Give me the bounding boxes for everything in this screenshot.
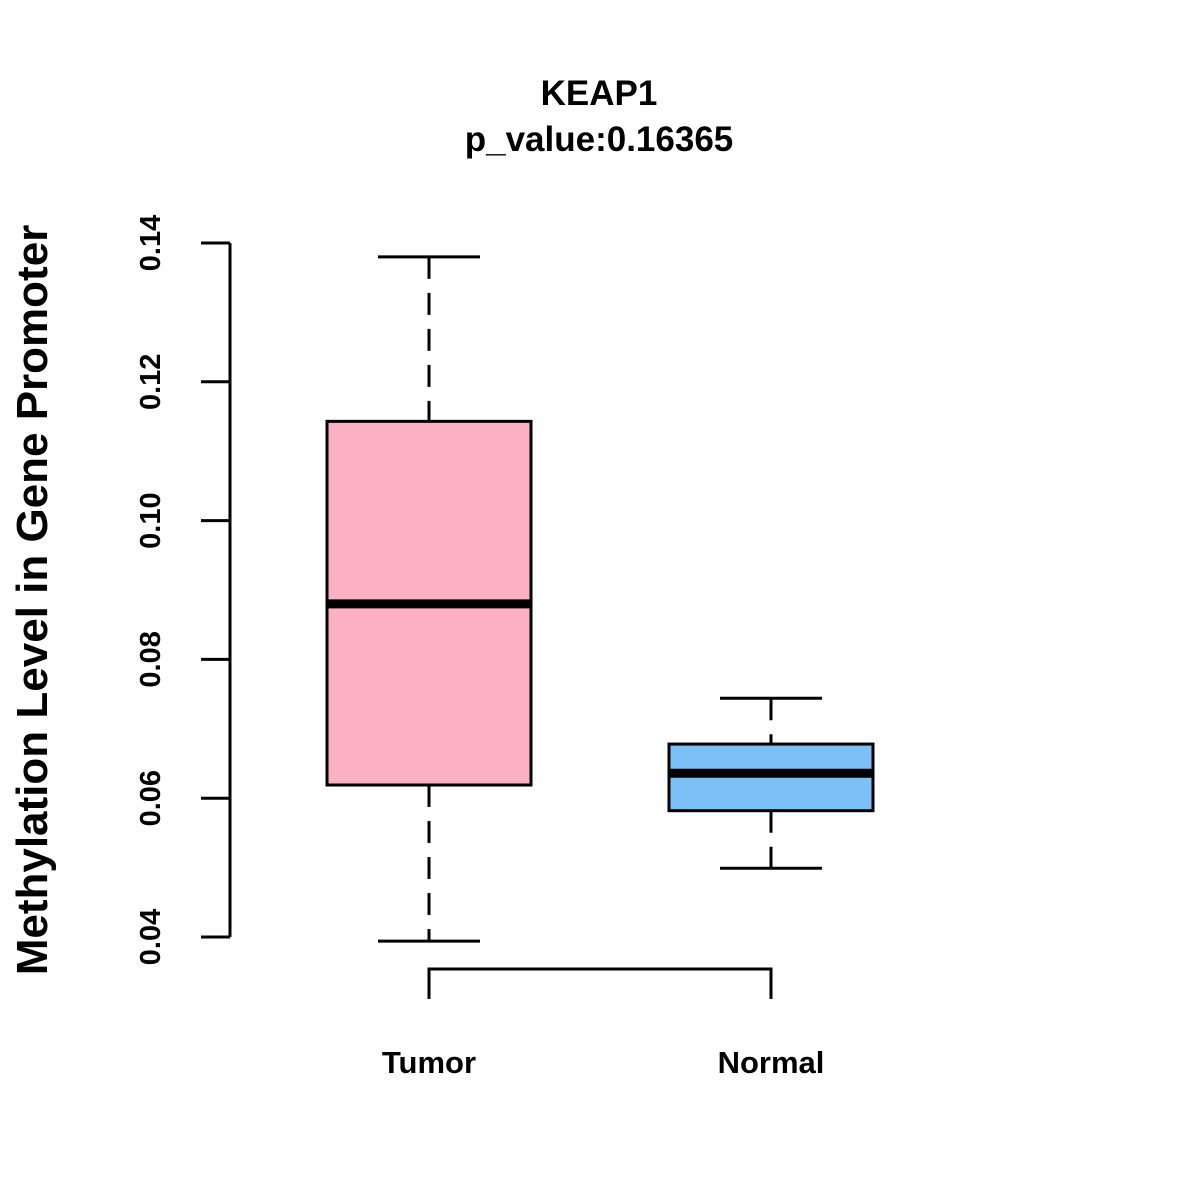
- chart-title: KEAP1: [541, 74, 658, 113]
- x-axis-labels: Tumor Normal: [382, 1045, 824, 1080]
- boxes: [325, 255, 875, 943]
- y-tick-label: 0.08: [135, 631, 167, 687]
- box-normal: [667, 696, 875, 870]
- bracket-line: [427, 967, 773, 999]
- chart-subtitle: p_value:0.16365: [465, 120, 734, 159]
- y-tick-label: 0.12: [135, 354, 167, 410]
- y-tick-label: 0.04: [135, 909, 167, 965]
- x-tick-label-normal: Normal: [718, 1045, 825, 1080]
- box-tumor: [325, 255, 533, 943]
- x-tick-label-tumor: Tumor: [382, 1045, 476, 1080]
- y-tick-label: 0.14: [135, 215, 167, 271]
- y-axis-label: Methylation Level in Gene Promoter: [8, 225, 57, 976]
- y-tick-label: 0.06: [135, 770, 167, 826]
- comparison-bracket: [427, 967, 773, 999]
- y-axis: 0.04 0.06 0.08 0.10 0.12 0.14: [135, 215, 232, 965]
- y-tick-label: 0.10: [135, 492, 167, 548]
